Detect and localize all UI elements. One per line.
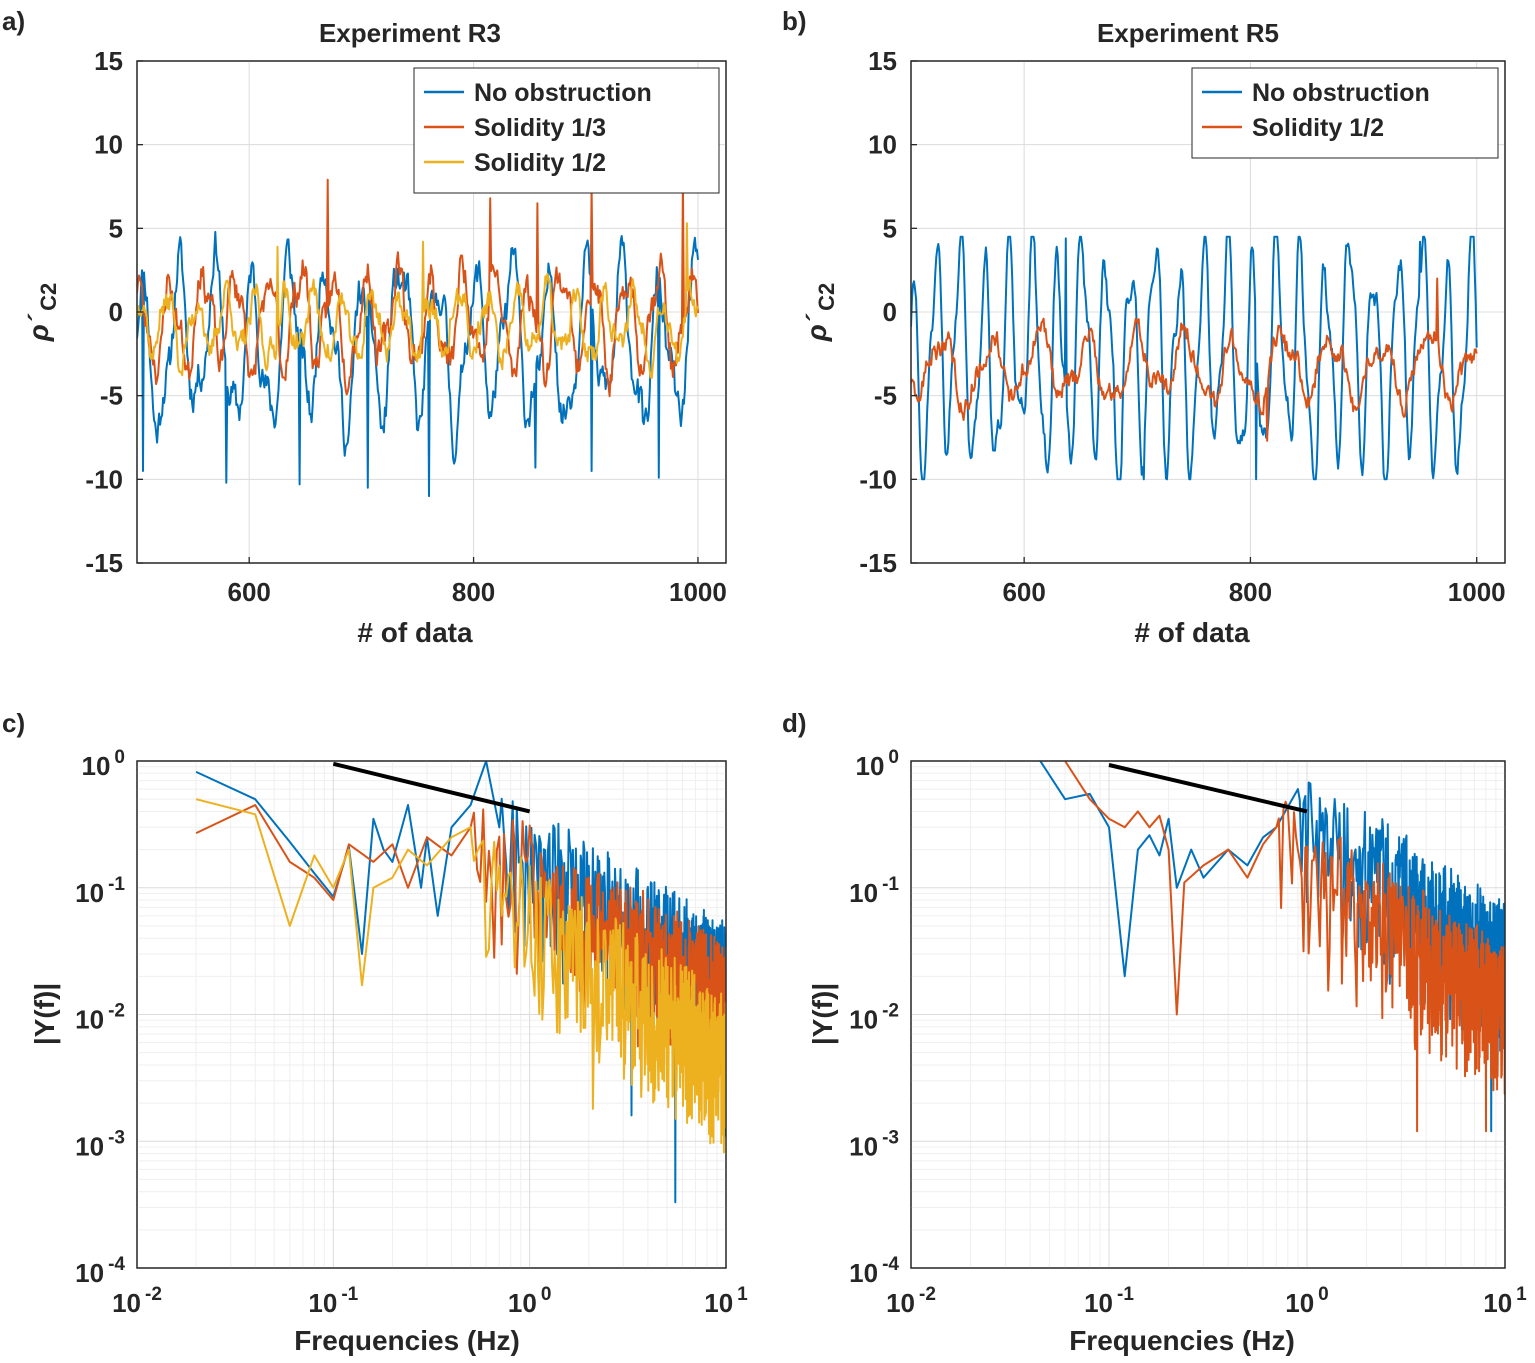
y-tick-label: 5 [883, 213, 897, 243]
y-tick-label: 10 -4 [849, 1254, 899, 1288]
legend-box [1191, 67, 1499, 159]
series-line-a-3 [137, 222, 699, 379]
reference-slope-line-d [1108, 763, 1308, 814]
series-line-c-3 [195, 798, 726, 1154]
panel-label-d: d) [782, 708, 807, 738]
x-axis-label-d: Frequencies (Hz) [1069, 1325, 1295, 1356]
x-tick-label: 10 -2 [112, 1284, 162, 1318]
y-tick-label: 0 [883, 297, 897, 327]
y-tick-label: 10 [868, 130, 897, 160]
y-axis-label-a: ρ´C2 [23, 283, 61, 342]
x-tick-label: 1000 [1448, 577, 1506, 607]
y-tick-label: 0 [109, 297, 123, 327]
series-line-c-2 [195, 804, 726, 1086]
x-tick-label: 1000 [669, 577, 727, 607]
y-axis-subscript-b: C2 [814, 283, 839, 311]
x-tick-label: 10 -1 [1084, 1284, 1134, 1318]
y-tick-label: -10 [85, 464, 123, 494]
y-tick-label: 10 -2 [75, 1001, 125, 1035]
series-line-d-2 [1064, 761, 1505, 1133]
y-tick-label: 15 [868, 46, 897, 76]
y-tick-label: -15 [859, 548, 897, 578]
x-axis-label-a: # of data [357, 617, 473, 648]
y-tick-label: -15 [85, 548, 123, 578]
panel-a: a) Experiment R3 600 800 1000 15 10 5 0 -5 -10 -1… [2, 6, 727, 648]
panel-b: b) Experiment R5 600 800 1000 15 10 5 0 -5 -10 -1… [782, 6, 1506, 648]
grid-c [136, 760, 727, 1269]
y-tick-label: 10 -3 [75, 1127, 125, 1161]
legend-entry: No obstruction [474, 79, 652, 107]
y-tick-label: -10 [859, 464, 897, 494]
chart-title-a: Experiment R3 [319, 18, 501, 48]
panel-label-b: b) [782, 6, 807, 36]
legend-entry: Solidity 1/3 [474, 114, 606, 142]
axes-frame-c [136, 760, 727, 1269]
y-tick-label: 10 -4 [75, 1254, 125, 1288]
x-tick-label: 10 -1 [308, 1284, 358, 1318]
x-tick-label: 800 [1229, 577, 1272, 607]
x-axis-label-b: # of data [1134, 617, 1250, 648]
y-axis-label-c: |Y(f)| [29, 983, 60, 1045]
x-tick-label: 800 [452, 577, 495, 607]
ticks-b: 600 800 1000 15 10 5 0 -5 -10 -15 [859, 46, 1505, 607]
series-line-a-1 [137, 230, 699, 498]
legend-entry: Solidity 1/2 [1252, 114, 1384, 142]
panel-label-a: a) [2, 6, 25, 36]
series-line-b-1 [911, 235, 1478, 481]
y-tick-label: -5 [100, 381, 123, 411]
legend-entry: No obstruction [1252, 79, 1430, 107]
y-tick-label: 10 -1 [75, 874, 125, 908]
ticks-a: 600 800 1000 15 10 5 0 -5 -10 -15 [85, 46, 726, 607]
y-axis-subscript-a: C2 [36, 283, 61, 311]
series-line-b-2 [911, 277, 1478, 442]
y-axis-label-b: ρ´C2 [801, 283, 839, 342]
axes-frame-d [910, 760, 1506, 1269]
x-tick-label: 10 -2 [886, 1284, 936, 1318]
reference-slope-line-c [332, 761, 531, 814]
legend-box [413, 67, 720, 194]
y-tick-label: 10 [94, 130, 123, 160]
y-tick-label: 10 -1 [849, 874, 899, 908]
series-group-c [195, 761, 726, 1204]
x-tick-label: 10 0 [1285, 1284, 1329, 1318]
x-tick-label: 600 [227, 577, 270, 607]
y-tick-label: 10 -2 [849, 1001, 899, 1035]
y-tick-label: -5 [874, 381, 897, 411]
legend-entry: Solidity 1/2 [474, 149, 606, 177]
series-group-a [137, 178, 699, 498]
y-tick-label: 15 [94, 46, 123, 76]
y-tick-label: 5 [109, 213, 123, 243]
x-axis-label-c: Frequencies (Hz) [294, 1325, 520, 1356]
legend-a: No obstruction Solidity 1/3 Solidity 1/2 [413, 67, 720, 194]
legend-b: No obstruction Solidity 1/2 [1191, 67, 1499, 159]
x-tick-label: 10 1 [704, 1284, 748, 1318]
y-axis-label-d: |Y(f)| [807, 983, 838, 1045]
y-tick-label: 10 0 [856, 747, 900, 781]
series-group-b [911, 235, 1478, 481]
y-tick-label: 10 -3 [849, 1127, 899, 1161]
y-tick-label: 10 0 [82, 747, 126, 781]
x-tick-label: 10 0 [508, 1284, 552, 1318]
x-tick-label: 600 [1002, 577, 1045, 607]
panel-label-c: c) [2, 708, 25, 738]
series-group-d [1039, 761, 1505, 1133]
chart-title-b: Experiment R5 [1097, 18, 1279, 48]
x-tick-label: 10 1 [1483, 1284, 1527, 1318]
